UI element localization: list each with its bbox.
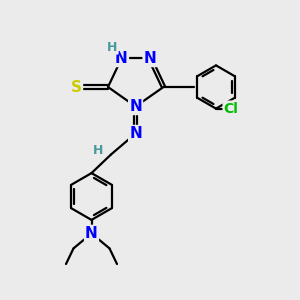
Text: Cl: Cl xyxy=(224,102,238,116)
Text: N: N xyxy=(85,226,98,241)
Text: S: S xyxy=(71,80,82,94)
Text: N: N xyxy=(144,51,156,66)
Text: H: H xyxy=(107,40,118,54)
Text: H: H xyxy=(93,144,103,158)
Text: N: N xyxy=(129,126,142,141)
Text: N: N xyxy=(115,51,128,66)
Text: N: N xyxy=(129,99,142,114)
